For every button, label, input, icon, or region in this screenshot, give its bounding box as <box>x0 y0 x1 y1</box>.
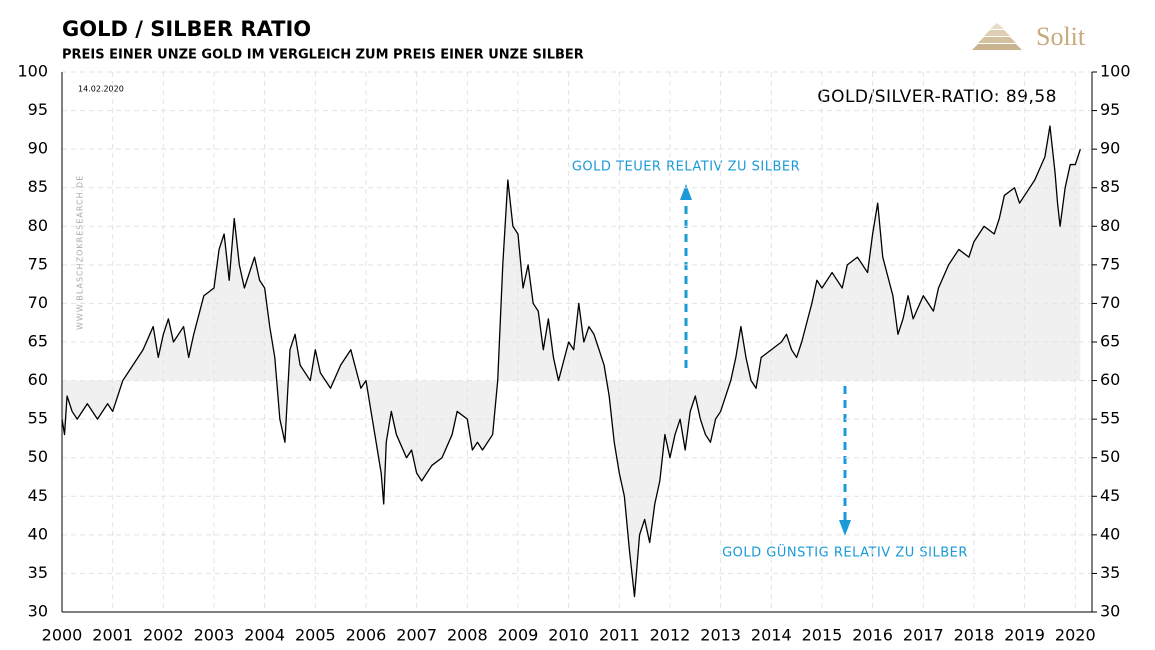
x-tick-label: 2013 <box>700 626 741 645</box>
x-tick-label: 2006 <box>346 626 387 645</box>
x-tick-label: 2015 <box>802 626 843 645</box>
y2-tick-label: 65 <box>1100 332 1120 351</box>
annotation-down: GOLD GÜNSTIG RELATIV ZU SILBER <box>722 544 968 561</box>
y2-tick-label: 45 <box>1100 486 1120 505</box>
fill-area <box>62 126 1081 597</box>
x-tick-label: 2014 <box>751 626 792 645</box>
y2-tick-label: 60 <box>1100 370 1120 389</box>
x-tick-label: 2007 <box>396 626 437 645</box>
y2-tick-label: 75 <box>1100 254 1120 273</box>
y2-tick-label: 95 <box>1100 100 1120 119</box>
arrow-down-head <box>839 520 851 536</box>
series-line <box>61 125 1081 598</box>
ratio-label: GOLD/SILVER-RATIO: 89,58 <box>817 87 1057 107</box>
x-tick-label: 2010 <box>548 626 589 645</box>
x-tick-label: 2005 <box>295 626 336 645</box>
y2-tick-label: 30 <box>1100 602 1120 621</box>
y2-tick-label: 70 <box>1100 293 1120 312</box>
y-tick-label: 95 <box>28 100 48 119</box>
x-tick-label: 2011 <box>599 626 640 645</box>
y-tick-label: 65 <box>28 332 48 351</box>
x-tick-label: 2017 <box>903 626 944 645</box>
x-tick-label: 2018 <box>954 626 995 645</box>
y2-tick-label: 35 <box>1100 563 1120 582</box>
y2-tick-label: 50 <box>1100 447 1120 466</box>
source-note: WWW.BLASCHZOKRESEARCH.DE <box>76 175 85 330</box>
annotation-up: GOLD TEUER RELATIV ZU SILBER <box>572 160 800 175</box>
x-tick-label: 2012 <box>650 626 691 645</box>
y-tick-label: 70 <box>28 293 48 312</box>
y-tick-label: 45 <box>28 486 48 505</box>
y2-tick-label: 100 <box>1100 62 1131 81</box>
y2-tick-label: 80 <box>1100 216 1120 235</box>
y-tick-label: 90 <box>28 139 48 158</box>
y-tick-label: 30 <box>28 602 48 621</box>
x-tick-label: 2016 <box>852 626 893 645</box>
x-tick-label: 2003 <box>194 626 235 645</box>
logo-step <box>984 30 1010 36</box>
x-tick-label: 2009 <box>498 626 539 645</box>
y2-tick-label: 90 <box>1100 139 1120 158</box>
y2-tick-label: 85 <box>1100 177 1120 196</box>
x-tick-label: 2000 <box>42 626 83 645</box>
logo-text: Solit <box>1036 22 1086 51</box>
date-note: 14.02.2020 <box>78 85 124 94</box>
x-tick-label: 2002 <box>143 626 184 645</box>
y-tick-label: 55 <box>28 409 48 428</box>
y-tick-label: 35 <box>28 563 48 582</box>
y-tick-label: 100 <box>17 62 48 81</box>
y-tick-label: 75 <box>28 254 48 273</box>
x-tick-label: 2019 <box>1004 626 1045 645</box>
y2-tick-label: 55 <box>1100 409 1120 428</box>
y-tick-label: 80 <box>28 216 48 235</box>
y-tick-label: 60 <box>28 370 48 389</box>
x-tick-label: 2008 <box>447 626 488 645</box>
arrow-up-head <box>680 184 692 200</box>
logo-step <box>978 37 1016 43</box>
chart-subtitle: PREIS EINER UNZE GOLD IM VERGLEICH ZUM P… <box>62 48 584 63</box>
x-tick-label: 2004 <box>244 626 285 645</box>
y-tick-label: 40 <box>28 524 48 543</box>
logo-step <box>990 23 1004 29</box>
logo-step <box>972 44 1022 50</box>
chart-title: GOLD / SILBER RATIO <box>62 17 311 41</box>
y2-tick-label: 40 <box>1100 524 1120 543</box>
logo: Solit <box>972 22 1086 51</box>
y-tick-label: 85 <box>28 177 48 196</box>
x-tick-label: 2001 <box>92 626 133 645</box>
y-tick-label: 50 <box>28 447 48 466</box>
x-tick-label: 2020 <box>1055 626 1096 645</box>
